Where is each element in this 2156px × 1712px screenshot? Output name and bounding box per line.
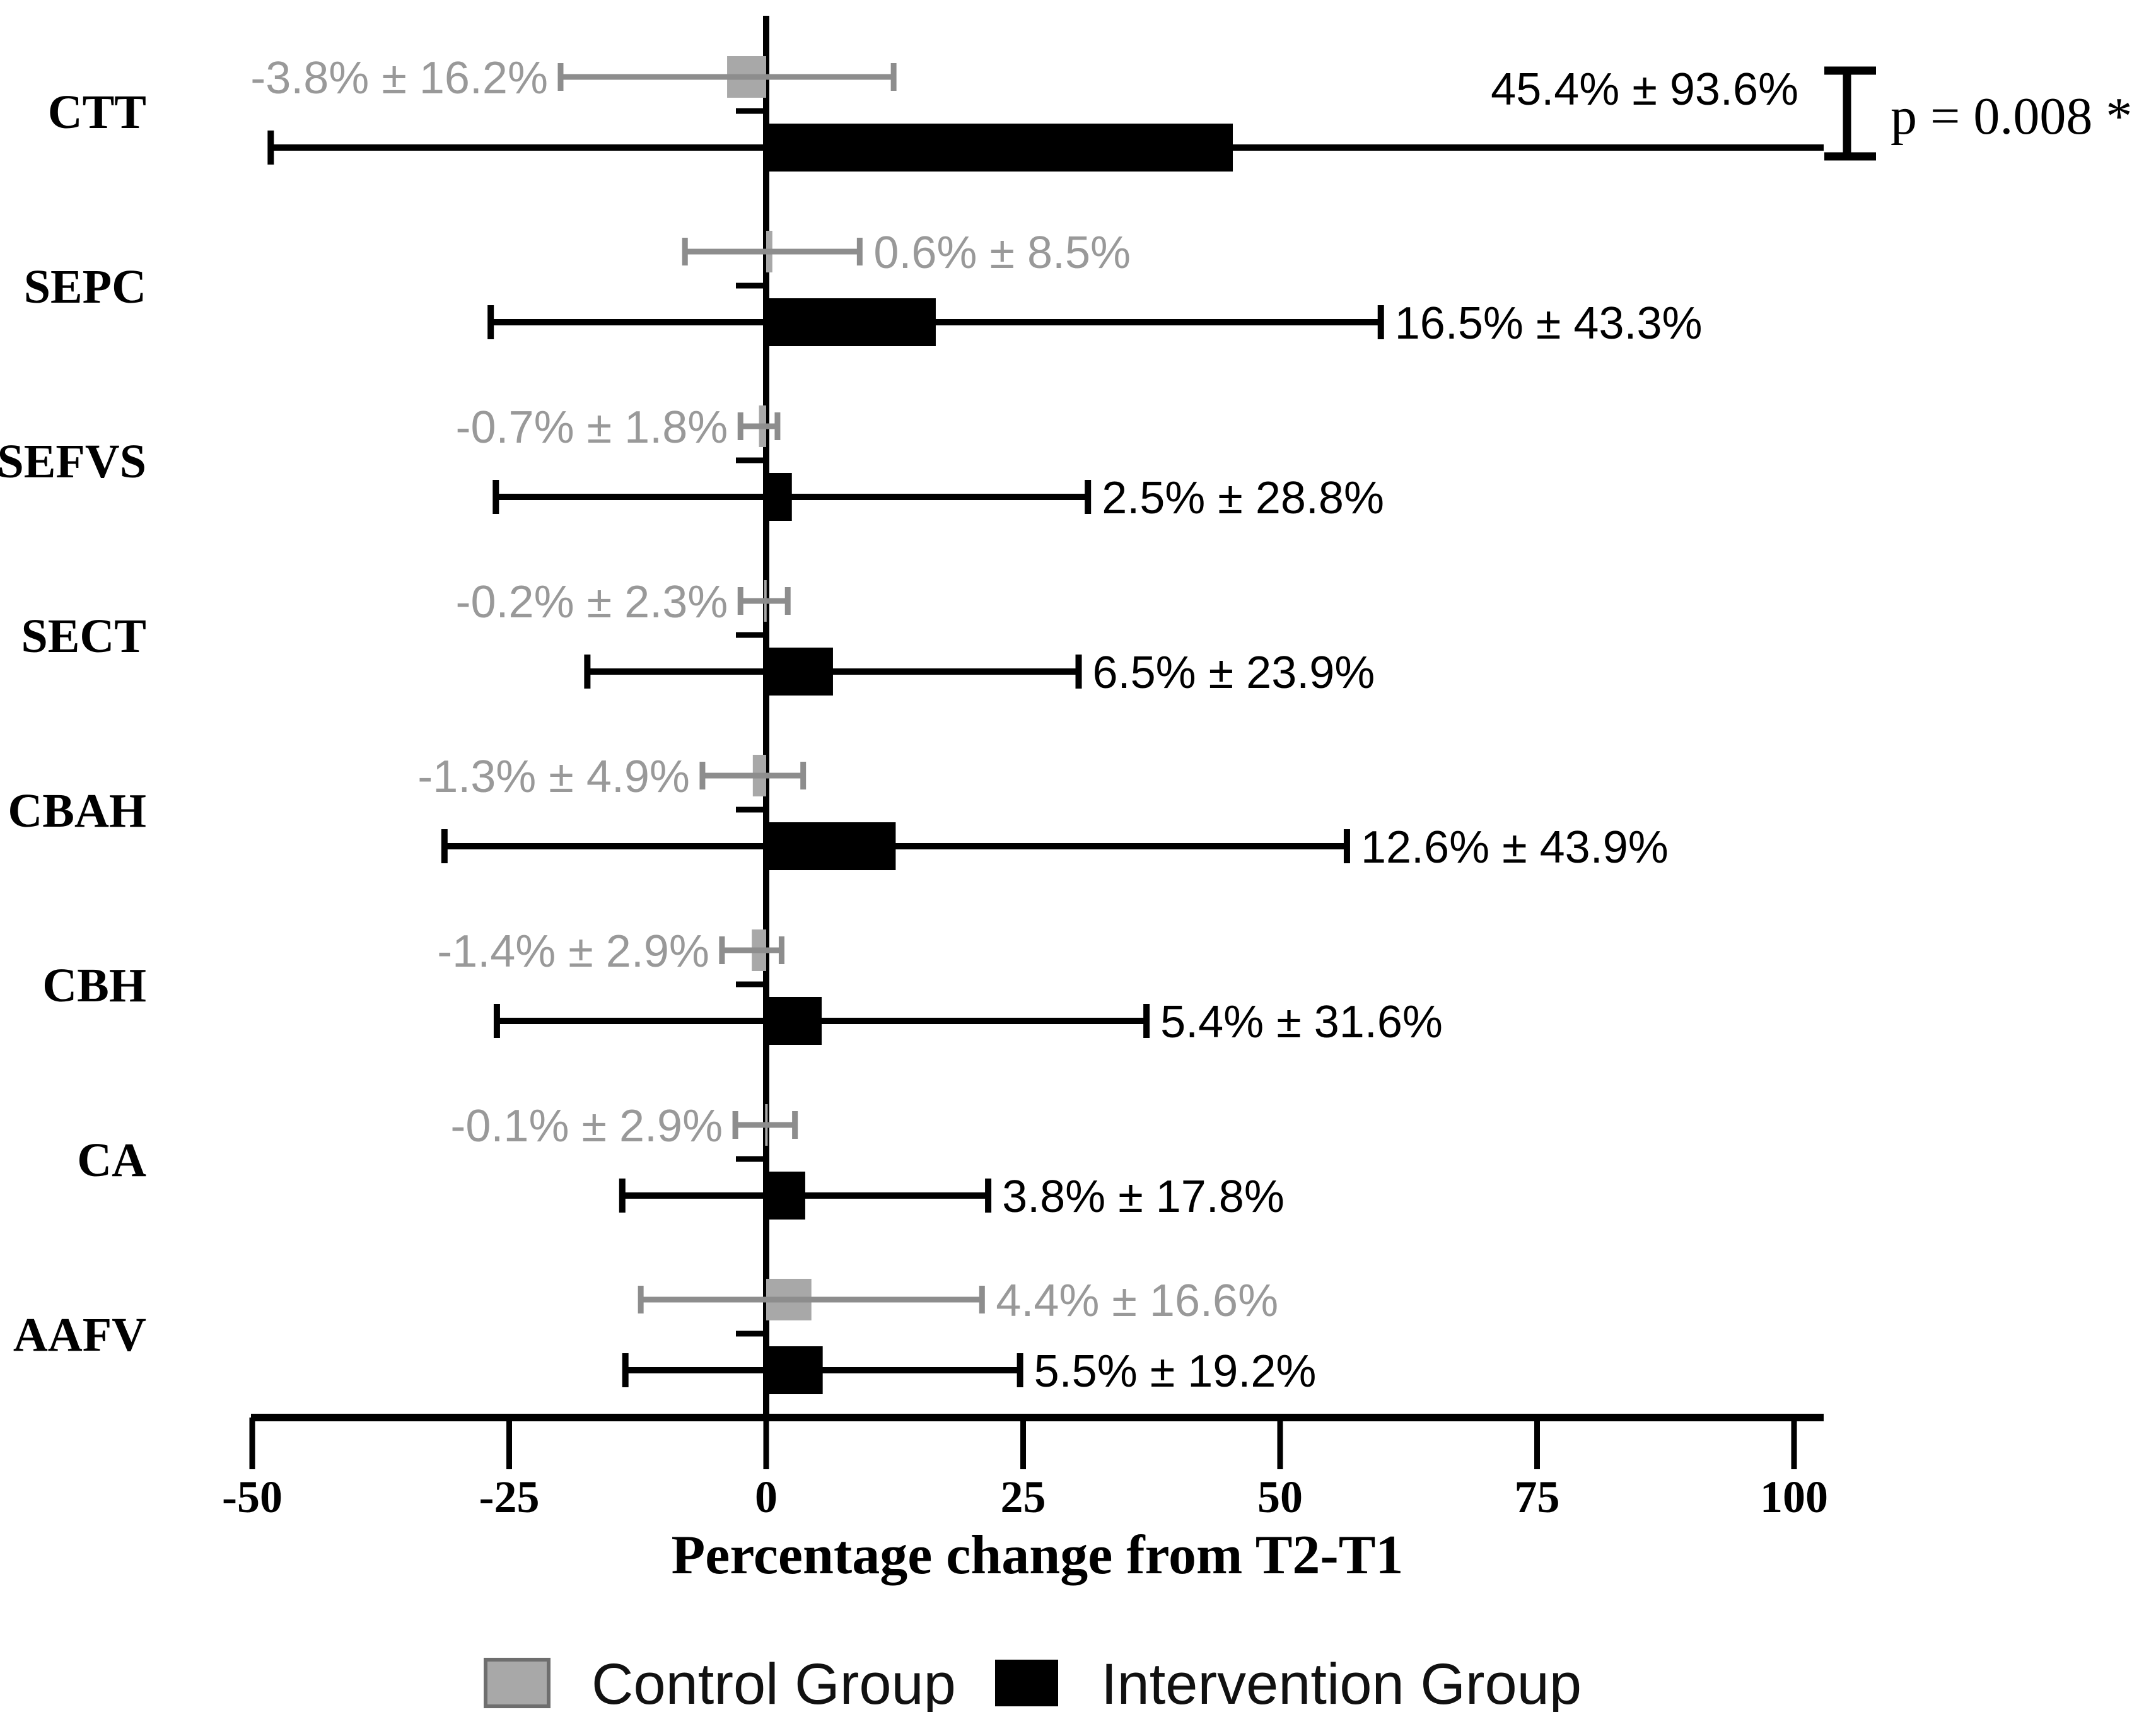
value-label-ca-control: -0.1% ± 2.9% [450,1101,723,1151]
x-tick-label: 0 [755,1472,778,1522]
value-label-cbah-control: -1.3% ± 4.9% [417,752,690,802]
significance-annotation: p = 0.008 * [1824,66,2132,161]
legend-label-intervention: Intervention Group [1101,1652,1582,1712]
value-label-ca-intervention: 3.8% ± 17.8% [1002,1172,1285,1222]
x-tick-label: 100 [1760,1472,1828,1522]
category-label-sect: SECT [21,610,146,663]
legend-swatch-control [484,1658,551,1708]
value-label-cbh-control: -1.4% ± 2.9% [437,926,709,977]
value-label-sect-control: -0.2% ± 2.3% [456,577,728,627]
legend-label-control: Control Group [591,1652,956,1712]
category-label-cbah: CBAH [8,784,146,837]
x-axis: -50 -25 0 25 50 75 100 Percentage change from T… [222,1414,1828,1586]
value-label-cbah-intervention: 12.6% ± 43.9% [1361,822,1669,873]
x-tick-label: 75 [1515,1472,1560,1522]
category-label-sepc: SEPC [24,260,146,313]
category-label-ca: CA [77,1134,146,1187]
x-tick-label: 25 [1001,1472,1046,1522]
value-label-aafv-control: 4.4% ± 16.6% [996,1276,1278,1326]
legend-swatch-intervention [995,1660,1058,1706]
value-label-cbh-intervention: 5.4% ± 31.6% [1160,997,1443,1047]
value-label-sect-intervention: 6.5% ± 23.9% [1093,648,1375,698]
x-tick-label: -50 [222,1472,283,1522]
x-tick-label: -25 [479,1472,540,1522]
category-label-aafv: AAFV [13,1308,146,1361]
legend: Control Group Intervention Group [484,1652,1582,1712]
value-label-sefvs-control: -0.7% ± 1.8% [456,402,728,453]
value-label-sepc-intervention: 16.5% ± 43.3% [1395,298,1703,349]
value-label-aafv-intervention: 5.5% ± 19.2% [1034,1346,1317,1397]
category-label-sefvs: SEFVS [0,435,146,488]
value-label-ctt-intervention: 45.4% ± 93.6% [1491,64,1798,115]
series-intervention: 45.4% ± 93.6% 16.5% ± 43.3% 2.5% ± 28.8% 6.… [267,64,1824,1397]
x-tick-label: 50 [1257,1472,1303,1522]
value-label-sefvs-intervention: 2.5% ± 28.8% [1102,473,1384,523]
category-label-cbh: CBH [42,959,146,1012]
value-label-sepc-control: 0.6% ± 8.5% [873,228,1131,278]
x-axis-title: Percentage change from T2-T1 [672,1525,1404,1586]
p-value-label: p = 0.008 * [1891,87,2132,146]
value-label-ctt-control: -3.8% ± 16.2% [250,53,548,103]
series-control: -3.8% ± 16.2% 0.6% ± 8.5% -0.7% ± 1.8% -0.2… [250,53,1278,1326]
category-label-ctt: CTT [48,86,146,139]
